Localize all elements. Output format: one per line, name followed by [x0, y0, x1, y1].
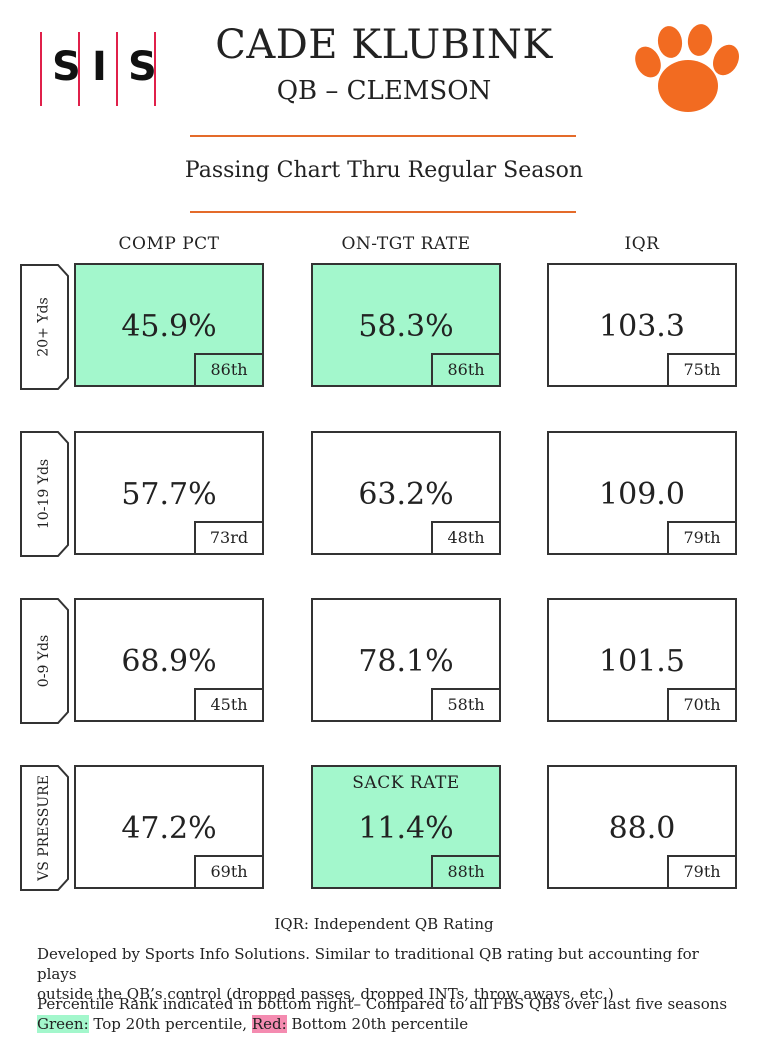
percentile-badge: 70th — [667, 688, 737, 722]
logo-bar — [154, 32, 156, 106]
chart-subtitle: Passing Chart Thru Regular Season — [184, 158, 584, 183]
percentile-note: Percentile Rank indicated in bottom righ… — [37, 994, 737, 1034]
paw-icon — [635, 24, 739, 112]
stat-value: 63.2% — [358, 477, 454, 512]
legend-red-text: Bottom 20th percentile — [286, 1015, 469, 1033]
cell-10-19-iqr: 109.0 79th — [547, 431, 737, 555]
percentile-badge: 48th — [431, 521, 501, 555]
percentile-badge: 73rd — [194, 521, 264, 555]
logo-letter: S — [128, 44, 157, 90]
sis-logo: S I S — [38, 32, 157, 106]
stat-value: 78.1% — [358, 644, 454, 679]
logo-bar — [40, 32, 42, 106]
legend-green-text: Top 20th percentile, — [88, 1015, 252, 1033]
cell-pressure-iqr: 88.0 79th — [547, 765, 737, 889]
legend-green-label: Green: — [37, 1015, 89, 1033]
row-tab-10-19 — [20, 431, 69, 557]
row-tab-vs-pressure — [20, 765, 69, 891]
percentile-badge: 79th — [667, 855, 737, 889]
cell-pressure-sack-rate: SACK RATE 11.4% 88th — [311, 765, 501, 889]
cell-20plus-on-tgt-rate: 58.3% 86th — [311, 263, 501, 387]
percentile-badge: 79th — [667, 521, 737, 555]
stat-value: 109.0 — [599, 477, 685, 512]
row-label-vs-pressure: VS PRESSURE — [36, 775, 53, 881]
percentile-badge: 86th — [194, 353, 264, 387]
stat-value: 58.3% — [358, 309, 454, 344]
stat-value: 45.9% — [121, 309, 217, 344]
row-tab-0-9 — [20, 598, 69, 724]
cell-0-9-on-tgt-rate: 78.1% 58th — [311, 598, 501, 722]
stat-value: 68.9% — [121, 644, 217, 679]
cell-10-19-on-tgt-rate: 63.2% 48th — [311, 431, 501, 555]
legend-line: Green: Top 20th percentile, Red: Bottom … — [37, 1014, 737, 1034]
stat-value: 47.2% — [121, 811, 217, 846]
percentile-badge: 75th — [667, 353, 737, 387]
iqr-description-line-2: outside the QB’s control (dropped passes… — [37, 985, 614, 1003]
player-name: CADE KLUBINK — [215, 22, 553, 68]
cell-0-9-iqr: 101.5 70th — [547, 598, 737, 722]
percentile-badge: 86th — [431, 353, 501, 387]
row-label-0-9: 0-9 Yds — [36, 634, 53, 688]
column-header-on-tgt-rate: ON-TGT RATE — [341, 234, 471, 254]
stat-value: 11.4% — [358, 811, 454, 846]
logo-letter: I — [92, 44, 107, 90]
row-tab-20plus — [20, 264, 69, 390]
percentile-badge: 69th — [194, 855, 264, 889]
divider-bottom — [190, 211, 576, 213]
player-position-team: QB – CLEMSON — [276, 76, 492, 106]
percentile-badge: 58th — [431, 688, 501, 722]
iqr-definition: IQR: Independent QB Rating — [274, 915, 494, 933]
cell-0-9-comp-pct: 68.9% 45th — [74, 598, 264, 722]
cell-stat-label: SACK RATE — [352, 773, 460, 793]
iqr-description: Developed by Sports Info Solutions. Simi… — [37, 944, 737, 1004]
cell-pressure-comp-pct: 47.2% 69th — [74, 765, 264, 889]
column-header-comp-pct: COMP PCT — [118, 234, 220, 254]
iqr-description-line-1: Developed by Sports Info Solutions. Simi… — [37, 945, 699, 983]
legend-red-label: Red: — [251, 1015, 287, 1033]
logo-letter: S — [52, 44, 81, 90]
stat-value: 88.0 — [608, 811, 676, 846]
stat-value: 101.5 — [599, 644, 685, 679]
column-header-iqr: IQR — [624, 234, 660, 254]
cell-20plus-comp-pct: 45.9% 86th — [74, 263, 264, 387]
percentile-badge: 88th — [431, 855, 501, 889]
stat-value: 57.7% — [121, 477, 217, 512]
logo-bar — [116, 32, 118, 106]
row-label-20plus: 20+ Yds — [36, 297, 53, 357]
percentile-badge: 45th — [194, 688, 264, 722]
stat-value: 103.3 — [599, 309, 685, 344]
logo-bar — [78, 32, 80, 106]
divider-top — [190, 135, 576, 137]
row-label-10-19: 10-19 Yds — [36, 458, 53, 530]
percentile-note-line-1: Percentile Rank indicated in bottom righ… — [37, 995, 728, 1013]
cell-20plus-iqr: 103.3 75th — [547, 263, 737, 387]
cell-10-19-comp-pct: 57.7% 73rd — [74, 431, 264, 555]
